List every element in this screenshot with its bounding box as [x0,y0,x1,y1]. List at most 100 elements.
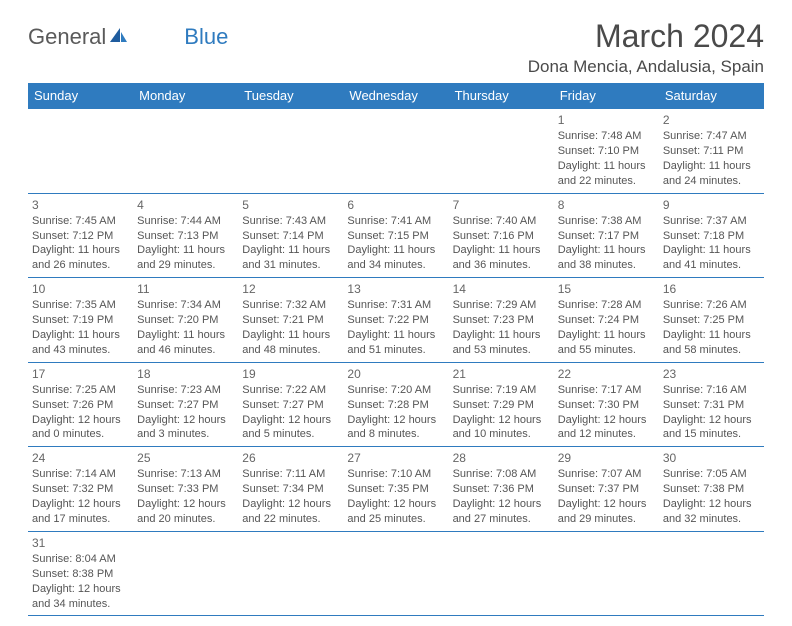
day-number: 26 [242,450,339,466]
day-number: 15 [558,281,655,297]
day-header: Wednesday [343,83,448,109]
sunrise-line: Sunrise: 7:13 AM [137,467,234,482]
sunset-line: Sunset: 7:18 PM [663,229,760,244]
day-header: Sunday [28,83,133,109]
day-number: 19 [242,366,339,382]
daylight-line-2: and 41 minutes. [663,258,760,273]
daylight-line-2: and 53 minutes. [453,343,550,358]
daylight-line-1: Daylight: 12 hours [558,413,655,428]
sunrise-line: Sunrise: 7:25 AM [32,383,129,398]
sunset-line: Sunset: 7:25 PM [663,313,760,328]
sunrise-line: Sunrise: 7:17 AM [558,383,655,398]
sunset-line: Sunset: 7:27 PM [137,398,234,413]
daylight-line-1: Daylight: 11 hours [558,328,655,343]
calendar-empty-cell [449,531,554,616]
sunrise-line: Sunrise: 7:10 AM [347,467,444,482]
calendar-day-cell: 14Sunrise: 7:29 AMSunset: 7:23 PMDayligh… [449,278,554,363]
daylight-line-2: and 36 minutes. [453,258,550,273]
calendar-day-cell: 12Sunrise: 7:32 AMSunset: 7:21 PMDayligh… [238,278,343,363]
sunset-line: Sunset: 7:12 PM [32,229,129,244]
daylight-line-1: Daylight: 12 hours [453,497,550,512]
calendar-day-cell: 1Sunrise: 7:48 AMSunset: 7:10 PMDaylight… [554,109,659,194]
daylight-line-2: and 5 minutes. [242,427,339,442]
sunset-line: Sunset: 7:36 PM [453,482,550,497]
day-header: Monday [133,83,238,109]
daylight-line-1: Daylight: 12 hours [558,497,655,512]
calendar-week-row: 31Sunrise: 8:04 AMSunset: 8:38 PMDayligh… [28,531,764,616]
sunrise-line: Sunrise: 7:19 AM [453,383,550,398]
logo: General Blue [28,18,228,50]
calendar-day-cell: 25Sunrise: 7:13 AMSunset: 7:33 PMDayligh… [133,447,238,532]
sunrise-line: Sunrise: 7:34 AM [137,298,234,313]
sunset-line: Sunset: 7:11 PM [663,144,760,159]
calendar-day-cell: 5Sunrise: 7:43 AMSunset: 7:14 PMDaylight… [238,193,343,278]
header: General Blue March 2024 Dona Mencia, And… [28,18,764,77]
day-number: 5 [242,197,339,213]
day-number: 29 [558,450,655,466]
sunrise-line: Sunrise: 7:31 AM [347,298,444,313]
sunrise-line: Sunrise: 7:32 AM [242,298,339,313]
calendar-day-cell: 21Sunrise: 7:19 AMSunset: 7:29 PMDayligh… [449,362,554,447]
daylight-line-2: and 55 minutes. [558,343,655,358]
daylight-line-2: and 22 minutes. [558,174,655,189]
calendar-week-row: 3Sunrise: 7:45 AMSunset: 7:12 PMDaylight… [28,193,764,278]
daylight-line-2: and 27 minutes. [453,512,550,527]
calendar-day-cell: 4Sunrise: 7:44 AMSunset: 7:13 PMDaylight… [133,193,238,278]
daylight-line-2: and 10 minutes. [453,427,550,442]
sunrise-line: Sunrise: 7:28 AM [558,298,655,313]
daylight-line-1: Daylight: 11 hours [137,243,234,258]
day-number: 27 [347,450,444,466]
logo-word-2: Blue [184,24,228,50]
daylight-line-1: Daylight: 12 hours [32,497,129,512]
sunrise-line: Sunrise: 7:41 AM [347,214,444,229]
day-number: 6 [347,197,444,213]
daylight-line-2: and 22 minutes. [242,512,339,527]
daylight-line-1: Daylight: 12 hours [347,413,444,428]
day-number: 2 [663,112,760,128]
day-number: 21 [453,366,550,382]
sunset-line: Sunset: 7:19 PM [32,313,129,328]
day-number: 9 [663,197,760,213]
day-number: 17 [32,366,129,382]
calendar-empty-cell [133,109,238,194]
calendar-day-cell: 7Sunrise: 7:40 AMSunset: 7:16 PMDaylight… [449,193,554,278]
calendar-day-cell: 24Sunrise: 7:14 AMSunset: 7:32 PMDayligh… [28,447,133,532]
day-number: 11 [137,281,234,297]
daylight-line-2: and 43 minutes. [32,343,129,358]
logo-word-1: General [28,24,106,50]
daylight-line-1: Daylight: 11 hours [453,243,550,258]
sunset-line: Sunset: 7:37 PM [558,482,655,497]
day-number: 23 [663,366,760,382]
day-number: 31 [32,535,129,551]
calendar-day-cell: 17Sunrise: 7:25 AMSunset: 7:26 PMDayligh… [28,362,133,447]
daylight-line-1: Daylight: 12 hours [663,497,760,512]
sunset-line: Sunset: 7:13 PM [137,229,234,244]
calendar-empty-cell [343,531,448,616]
sunset-line: Sunset: 7:33 PM [137,482,234,497]
sunset-line: Sunset: 7:26 PM [32,398,129,413]
daylight-line-2: and 51 minutes. [347,343,444,358]
sail-icon [108,26,128,44]
calendar-day-cell: 28Sunrise: 7:08 AMSunset: 7:36 PMDayligh… [449,447,554,532]
calendar-day-cell: 20Sunrise: 7:20 AMSunset: 7:28 PMDayligh… [343,362,448,447]
sunset-line: Sunset: 7:34 PM [242,482,339,497]
calendar-week-row: 17Sunrise: 7:25 AMSunset: 7:26 PM Dayligh… [28,362,764,447]
daylight-line-1: Daylight: 12 hours [453,413,550,428]
sunset-line: Sunset: 7:31 PM [663,398,760,413]
day-number: 10 [32,281,129,297]
sunset-line: Sunset: 7:35 PM [347,482,444,497]
daylight-line-1: Daylight: 11 hours [32,328,129,343]
calendar-empty-cell [238,109,343,194]
calendar-day-cell: 6Sunrise: 7:41 AMSunset: 7:15 PMDaylight… [343,193,448,278]
sunrise-line: Sunrise: 7:48 AM [558,129,655,144]
daylight-line-2: and 15 minutes. [663,427,760,442]
sunrise-line: Sunrise: 8:04 AM [32,552,129,567]
sunset-line: Sunset: 7:16 PM [453,229,550,244]
day-header: Thursday [449,83,554,109]
day-number: 8 [558,197,655,213]
sunrise-line: Sunrise: 7:20 AM [347,383,444,398]
daylight-line-1: Daylight: 12 hours [32,582,129,597]
sunrise-line: Sunrise: 7:29 AM [453,298,550,313]
sunset-line: Sunset: 7:30 PM [558,398,655,413]
calendar-week-row: 10Sunrise: 7:35 AMSunset: 7:19 PMDayligh… [28,278,764,363]
